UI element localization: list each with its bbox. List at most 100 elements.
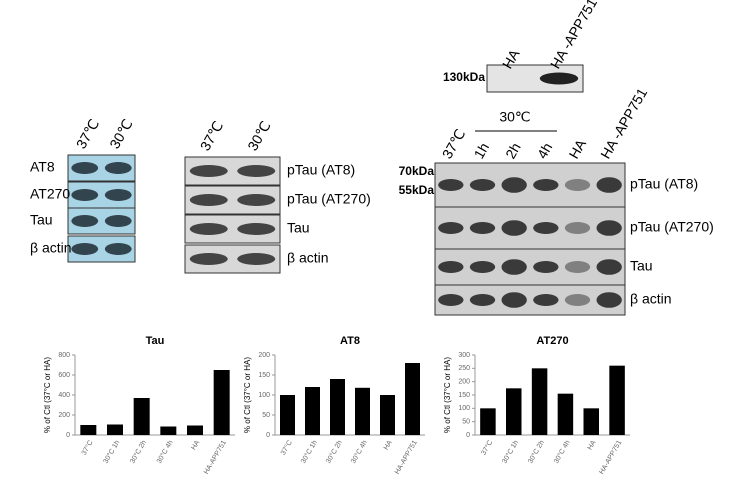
blot-band	[237, 253, 276, 265]
column-label: HA -APP751	[547, 0, 600, 71]
blot-band	[189, 253, 228, 265]
bar	[609, 365, 625, 435]
bar	[213, 370, 230, 435]
y-tick-label: 200	[258, 352, 270, 359]
blot-band	[189, 223, 228, 235]
size-marker: 70kDa	[399, 164, 435, 178]
blot-band	[438, 222, 464, 234]
bar	[355, 387, 370, 435]
y-tick-label: 300	[458, 352, 470, 359]
blot-band	[501, 259, 527, 275]
bar	[80, 425, 97, 435]
x-tick-label: 30°C 4h	[349, 439, 369, 465]
row-label: pTau (AT270)	[287, 191, 371, 207]
x-tick-label: 37°C	[80, 439, 95, 457]
x-tick-label: HA-APP751	[394, 439, 419, 475]
bar	[305, 387, 320, 435]
column-label: 1h	[470, 140, 492, 161]
y-tick-label: 50	[262, 412, 270, 419]
blot-band	[533, 222, 559, 234]
blot-band	[104, 243, 132, 255]
blot-band	[71, 162, 99, 174]
blot-band	[104, 189, 132, 201]
bar	[506, 388, 522, 435]
blot-band	[564, 179, 591, 191]
blot-band	[469, 294, 496, 306]
y-tick-label: 100	[458, 405, 470, 412]
chart-title: AT8	[340, 335, 360, 347]
blot-band	[469, 222, 496, 234]
x-tick-label: 30°C 2h	[526, 439, 546, 465]
row-label: AT270	[30, 186, 70, 202]
blot-band	[501, 220, 527, 236]
row-label: AT8	[30, 159, 55, 175]
x-tick-label: HA	[190, 439, 201, 451]
column-label: 2h	[502, 140, 524, 161]
bar	[160, 426, 177, 435]
blot-band	[564, 294, 591, 306]
blot-band	[564, 222, 591, 234]
y-tick-label: 150	[458, 392, 470, 399]
x-tick-label: 30°C 1h	[299, 439, 319, 465]
x-tick-label: 30°C 4h	[552, 439, 572, 465]
blot-band	[71, 215, 99, 227]
blot-band	[71, 189, 99, 201]
y-tick-label: 0	[466, 432, 470, 439]
blot-band	[596, 220, 622, 236]
row-label: Tau	[30, 212, 53, 228]
blot-band	[469, 261, 496, 273]
blot-strip	[434, 284, 626, 316]
row-label: pTau (AT8)	[630, 176, 698, 192]
row-label: pTau (AT270)	[630, 219, 714, 235]
blot-band	[189, 165, 228, 177]
blot-band	[533, 294, 559, 306]
bar	[557, 393, 574, 435]
row-label: pTau (AT8)	[287, 162, 355, 178]
x-tick-label: HA	[587, 439, 598, 451]
bar	[380, 395, 395, 435]
bar	[583, 408, 599, 435]
x-tick-label: 30°C 1h	[102, 439, 122, 465]
blot-band	[438, 294, 464, 306]
blot-band	[189, 194, 228, 206]
y-tick-label: 200	[458, 379, 470, 386]
y-tick-label: 200	[58, 412, 70, 419]
y-axis-label: % of Ctl (37°C or HA)	[43, 357, 52, 433]
x-tick-label: 30°C 4h	[155, 439, 175, 465]
blot-band	[237, 223, 276, 235]
bar	[330, 379, 345, 435]
column-label: 4h	[534, 140, 556, 161]
blot-band	[237, 194, 276, 206]
blot-band	[533, 261, 559, 273]
row-label: β actin	[630, 291, 672, 307]
column-label: HA	[565, 136, 589, 161]
bar	[133, 398, 150, 435]
blot-band	[104, 162, 132, 174]
blot-band	[501, 177, 527, 193]
size-marker: 55kDa	[399, 183, 435, 197]
column-label: 37℃	[439, 126, 469, 161]
group-label: 30℃	[499, 109, 530, 125]
blot-band	[501, 292, 527, 308]
y-tick-label: 250	[458, 365, 470, 372]
x-tick-label: HA-APP751	[598, 439, 623, 475]
bar	[480, 408, 496, 435]
x-tick-label: HA-APP751	[203, 439, 228, 475]
bar	[187, 425, 203, 435]
column-label: 30℃	[244, 118, 274, 153]
row-label: β actin	[30, 240, 72, 256]
blot-band	[596, 292, 622, 308]
bar	[531, 368, 548, 435]
x-tick-label: 30°C 2h	[128, 439, 148, 465]
column-label: 37℃	[73, 116, 103, 151]
y-tick-label: 100	[258, 392, 270, 399]
row-label: Tau	[630, 258, 653, 274]
column-label: HA -APP751	[597, 85, 650, 161]
row-label: β actin	[287, 250, 329, 266]
x-tick-label: 30°C 2h	[324, 439, 344, 465]
x-tick-label: 37°C	[279, 439, 294, 457]
bar	[107, 424, 123, 435]
blot-band	[469, 179, 496, 191]
y-tick-label: 0	[66, 432, 70, 439]
